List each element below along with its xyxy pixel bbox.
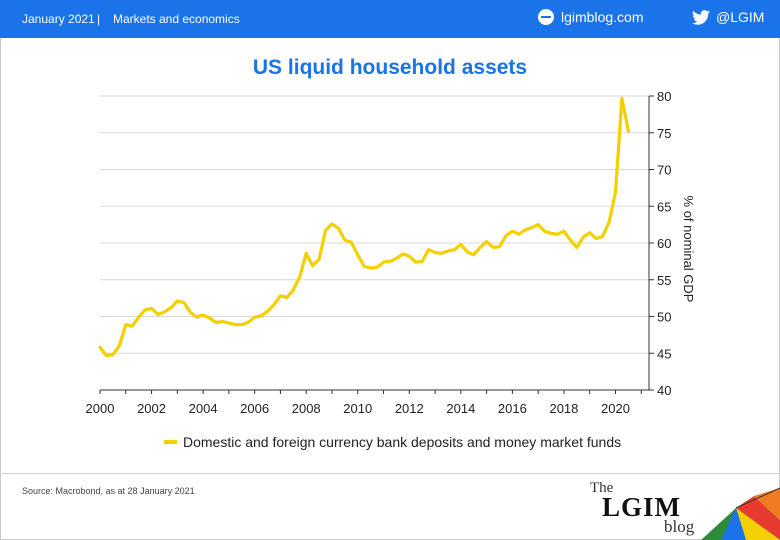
y-axis-label: % of nominal GDP (681, 196, 696, 303)
chart-title: US liquid household assets (252, 56, 528, 79)
x-tick-label: 2008 (292, 401, 321, 416)
header-date: January 2021 (22, 12, 95, 26)
y-tick-label: 40 (657, 383, 671, 398)
y-tick-label: 75 (657, 126, 671, 141)
blog-link[interactable]: lgimblog.com (538, 9, 643, 25)
globe-icon (538, 9, 554, 25)
twitter-handle: @LGIM (716, 9, 765, 25)
logo-the: The (590, 480, 614, 496)
series-lines (98, 96, 630, 358)
twitter-link[interactable]: @LGIM (692, 9, 764, 25)
legend-label: Domestic and foreign currency bank depos… (183, 434, 622, 450)
x-tick-label: 2004 (189, 401, 218, 416)
logo-lgim: LGIM (602, 492, 682, 522)
footer-divider (0, 473, 780, 474)
y-tick-label: 55 (657, 273, 671, 288)
legend: Domestic and foreign currency bank depos… (164, 434, 621, 450)
x-tick-label: 2010 (343, 401, 372, 416)
y-tick-label: 65 (657, 199, 671, 214)
umbrella-icon (701, 487, 780, 540)
y-tick-label: 80 (657, 89, 671, 104)
lgim-blog-logo: The LGIM blog (586, 480, 780, 540)
x-tick-label: 2012 (395, 401, 424, 416)
y-tick-label: 60 (657, 236, 671, 251)
gridlines (100, 95, 649, 391)
logo-blog: blog (664, 517, 695, 536)
x-tick-label: 2020 (601, 401, 630, 416)
axes (99, 95, 654, 394)
x-tick-label: 2018 (549, 401, 578, 416)
y-tick-label: 45 (657, 346, 671, 361)
header-section[interactable]: Markets and economics (113, 12, 240, 26)
x-tick-label: 2006 (240, 401, 269, 416)
blog-url: lgimblog.com (561, 9, 644, 25)
y-tick-label: 70 (657, 163, 671, 178)
x-tick-label: 2016 (498, 401, 527, 416)
tick-labels: 40 45 50 55 60 65 70 75 80 2000 2002 2004 2006 2008 20… (86, 89, 672, 416)
x-tick-label: 2000 (86, 401, 115, 416)
header-separator: | (97, 12, 101, 26)
y-tick-label: 50 (657, 310, 671, 325)
twitter-icon (692, 9, 710, 25)
legend-swatch (164, 440, 177, 444)
x-tick-label: 2002 (137, 401, 166, 416)
source-note: Source: Macrobond, as at 28 January 2021 (22, 486, 195, 496)
header-bar: January 2021 | Markets and economics lgi… (0, 0, 780, 38)
x-tick-label: 2014 (446, 401, 475, 416)
series-line (98, 96, 630, 358)
